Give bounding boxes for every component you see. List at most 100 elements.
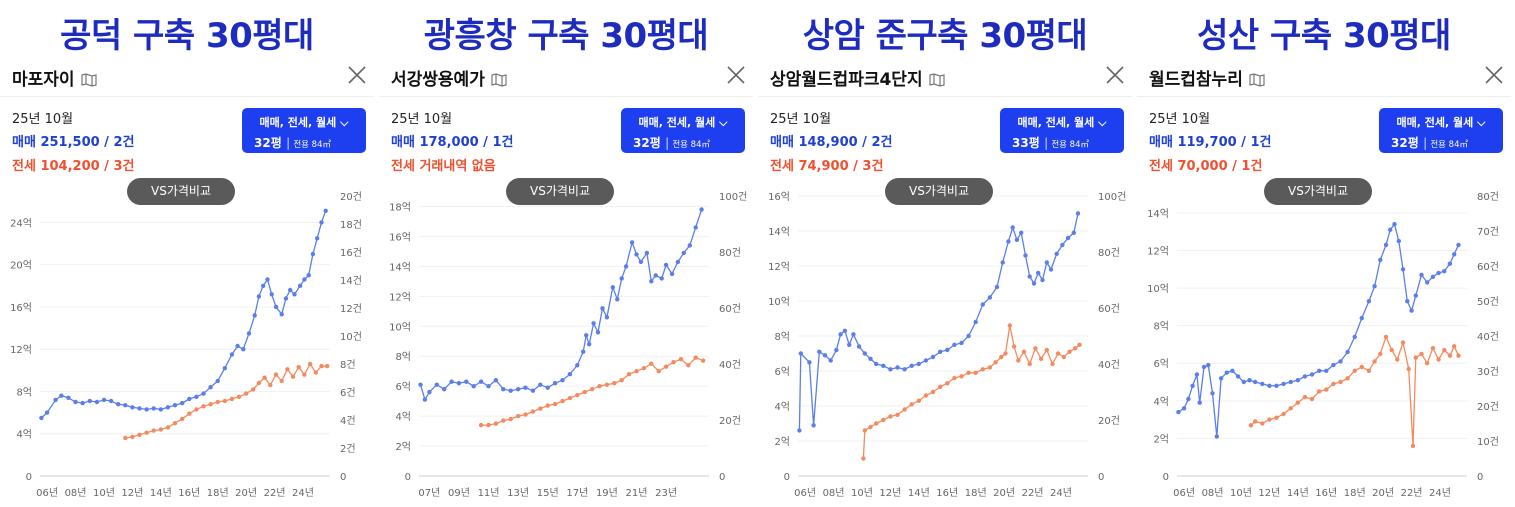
close-icon[interactable] [723,62,749,88]
data-point [151,406,156,411]
data-point [229,396,235,402]
data-point [310,251,316,257]
map-icon[interactable] [491,73,507,87]
data-point [283,296,289,301]
y-right-tick-label: 70건 [1477,226,1499,238]
data-point [215,378,220,384]
data-point [1260,381,1265,387]
x-tick-label: 15년 [537,487,559,499]
y-left-tick-label: 20억 [10,260,32,272]
data-point [669,271,675,277]
data-point [208,385,213,390]
data-point [663,262,669,268]
close-icon[interactable] [344,62,370,88]
data-point [994,284,1000,290]
data-point [649,279,654,284]
data-point [302,277,307,282]
data-point [1413,355,1418,360]
data-point [1235,374,1241,379]
y-right-tick-label: 6건 [340,387,356,399]
y-left-tick-label: 0 [1163,472,1169,483]
data-point [1031,281,1037,286]
data-point [508,416,513,422]
data-point [1214,434,1219,439]
data-point [629,240,635,245]
y-left-tick-label: 8억 [774,331,790,343]
sale-summary: 매매 178,000 / 1건 [391,135,514,150]
vs-compare-button[interactable]: VS가격비교 [1264,178,1372,205]
trade-filter-button[interactable]: 매매, 전세, 월세 ⌵ 32평 | 전용 84㎡ [1379,108,1503,153]
area-label: 전용 84㎡ [672,140,710,150]
data-point [693,225,698,230]
data-point [575,363,580,368]
data-point [501,418,506,423]
y-right-tick-label: 4건 [340,415,356,427]
y-left-tick-label: 6억 [395,381,411,393]
data-point [1033,346,1038,351]
data-point [87,398,93,404]
trade-filter-button[interactable]: 매매, 전세, 월세 ⌵ 32평 | 전용 84㎡ [242,108,366,153]
data-point [1405,299,1410,304]
apartment-name[interactable]: 마포자이 [12,65,97,90]
data-point [1324,368,1329,373]
data-point [663,364,669,369]
apartment-name[interactable]: 월드컵참누리 [1149,65,1265,90]
area-label: 전용 84㎡ [1051,140,1089,150]
y-left-tick-label: 18억 [389,201,411,213]
data-point [530,388,536,393]
data-point [1295,400,1300,405]
apartment-name[interactable]: 서강쌍용예가 [391,65,507,90]
data-point [307,361,313,367]
y-right-tick-label: 40건 [1477,331,1499,343]
vs-compare-button[interactable]: VS가격비교 [506,178,614,205]
trade-filter-button[interactable]: 매매, 전세, 월세 ⌵ 32평 | 전용 84㎡ [621,108,745,153]
map-icon[interactable] [1249,73,1265,87]
vs-compare-button[interactable]: VS가격비교 [885,178,993,205]
data-point [306,273,311,278]
data-point [116,402,121,407]
data-point [584,333,589,338]
apartment-name[interactable]: 상암월드컵파크4단지 [770,65,945,90]
data-point [53,397,58,403]
data-point [638,259,644,265]
series-line [481,356,704,426]
data-point [1181,406,1187,411]
data-point [1430,274,1436,279]
x-tick-label: 14년 [908,487,930,499]
data-point [1065,235,1071,241]
trade-types-label: 매매, 전세, 월세 ⌵ [638,116,728,129]
data-point [545,385,550,390]
price-chart: 0 2억 4억 6억 8억 10억 12억 14억 16억 0 20건 40건 60건 80건 100건 06… [768,191,1126,499]
data-point [1396,238,1401,244]
data-point [1007,323,1012,328]
close-icon[interactable] [1481,62,1507,88]
close-icon[interactable] [1102,62,1128,88]
x-tick-label: 16년 [1315,487,1337,499]
data-point [180,416,185,422]
x-tick-label: 18년 [965,487,987,499]
data-point [493,421,499,426]
data-point [811,423,816,428]
x-tick-label: 24년 [1050,487,1072,499]
data-point [158,407,163,412]
data-point [1295,378,1300,383]
data-point [1055,351,1061,356]
y-left-tick-label: 14억 [389,261,411,273]
data-point [165,425,171,430]
data-point [515,413,521,419]
data-point [279,312,284,317]
data-point [1452,344,1457,349]
x-tick-label: 06년 [794,487,816,499]
trade-filter-button[interactable]: 매매, 전세, 월세 ⌵ 33평 | 전용 84㎡ [1000,108,1124,153]
data-point [268,382,273,388]
panel-header: 월드컵참누리 [1137,60,1511,97]
data-point [1023,253,1028,258]
data-point [861,456,866,461]
vs-compare-button[interactable]: VS가격비교 [127,178,235,205]
sale-summary: 매매 119,700 / 1건 [1149,135,1272,150]
x-tick-label: 12년 [879,487,901,499]
map-icon[interactable] [928,73,945,87]
month-label: 25년 10월 [1149,112,1211,127]
data-point [644,250,650,256]
map-icon[interactable] [80,73,97,87]
